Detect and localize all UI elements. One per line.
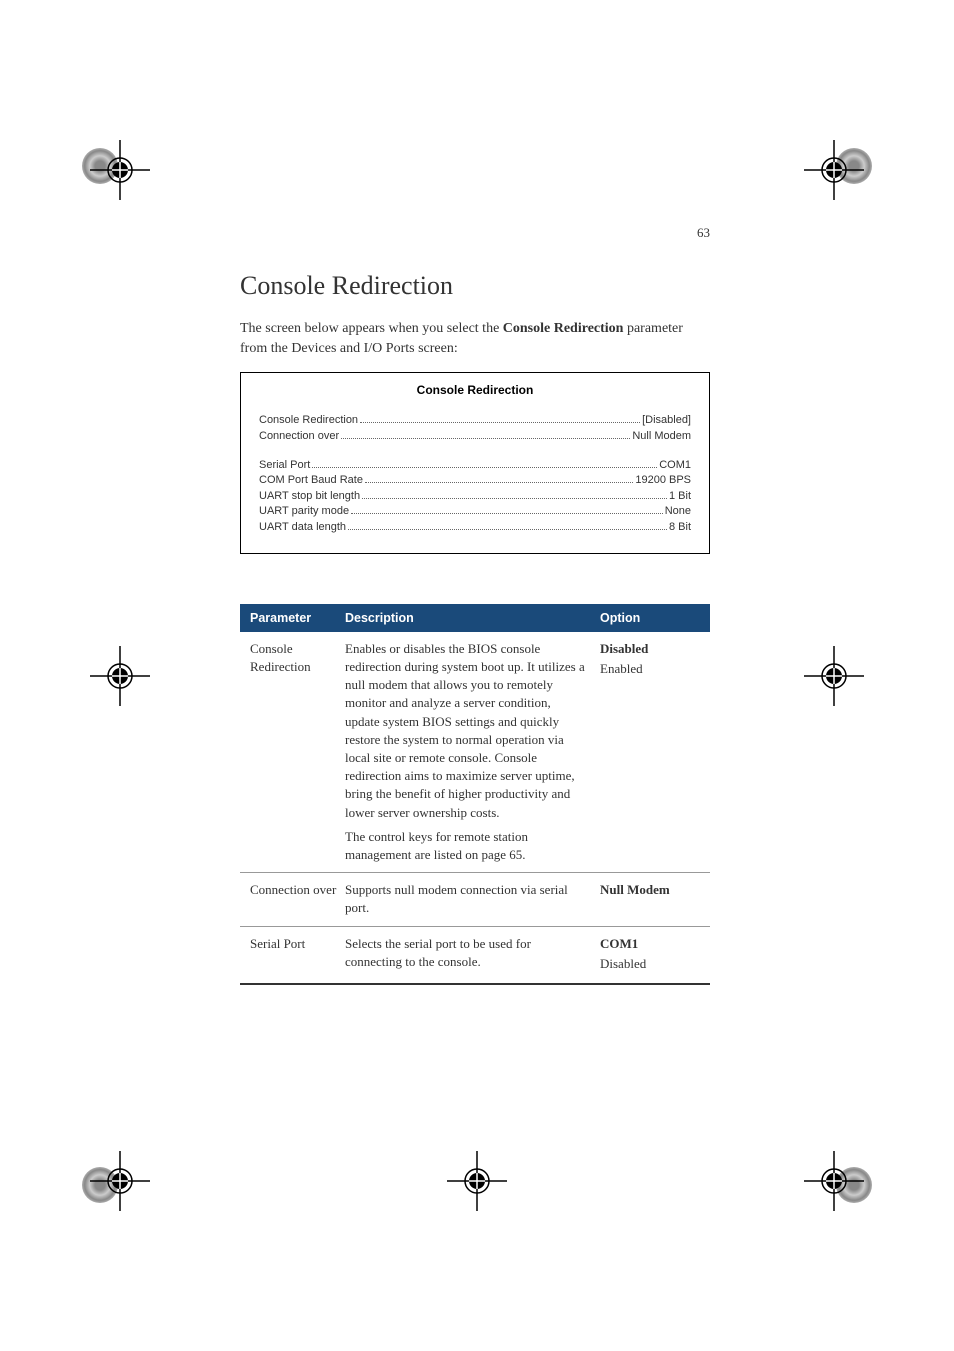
header-description: Description — [345, 611, 600, 625]
cell-option: Disabled Enabled — [600, 640, 700, 864]
option-value: Disabled — [600, 640, 700, 658]
intro-text: The screen below appears when you select… — [240, 319, 710, 358]
bios-group-1: Console Redirection[Disabled]Connection … — [259, 413, 691, 444]
table-row: Serial PortSelects the serial port to be… — [240, 927, 710, 985]
page-content: 63 Console Redirection The screen below … — [240, 225, 710, 985]
bios-label: UART stop bit length — [259, 489, 360, 504]
bios-value: [Disabled] — [642, 413, 691, 428]
table-row: Console RedirectionEnables or disables t… — [240, 632, 710, 873]
crop-mark-icon — [447, 1151, 507, 1211]
bios-dots — [348, 529, 667, 530]
bios-row: UART stop bit length 1 Bit — [259, 489, 691, 504]
table-body: Console RedirectionEnables or disables t… — [240, 632, 710, 985]
bios-row: COM Port Baud Rate 19200 BPS — [259, 473, 691, 488]
option-value: Null Modem — [600, 881, 700, 899]
intro-before: The screen below appears when you select… — [240, 321, 503, 336]
header-option: Option — [600, 611, 700, 625]
bios-label: Connection over — [259, 429, 339, 444]
bios-screenshot-box: Console Redirection Console Redirection [… — [240, 372, 710, 554]
bios-dots — [365, 482, 633, 483]
option-value: COM1 — [600, 935, 700, 953]
bios-dots — [362, 498, 667, 499]
page-number: 63 — [240, 225, 710, 241]
cell-option: COM1 Disabled — [600, 935, 700, 975]
crop-mark-icon — [90, 1151, 150, 1211]
bios-box-title: Console Redirection — [259, 383, 691, 397]
cell-description: Supports null modem connection via seria… — [345, 881, 600, 917]
bios-value: 8 Bit — [669, 520, 691, 535]
bios-row: Console Redirection [Disabled] — [259, 413, 691, 428]
option-value: Disabled — [600, 955, 700, 973]
crop-mark-icon — [90, 140, 150, 200]
cell-description: Enables or disables the BIOS console red… — [345, 640, 600, 864]
cell-parameter: Serial Port — [250, 935, 345, 975]
intro-bold: Console Redirection — [503, 321, 624, 336]
bios-label: COM Port Baud Rate — [259, 473, 363, 488]
bios-value: 1 Bit — [669, 489, 691, 504]
bios-value: 19200 BPS — [635, 473, 691, 488]
crop-mark-icon — [804, 1151, 864, 1211]
header-parameter: Parameter — [250, 611, 345, 625]
crop-mark-icon — [804, 646, 864, 706]
cell-parameter: Connection over — [250, 881, 345, 917]
bios-label: Console Redirection — [259, 413, 358, 428]
bios-value: None — [665, 504, 691, 519]
bios-row: Connection over Null Modem — [259, 429, 691, 444]
cell-description: Selects the serial port to be used for c… — [345, 935, 600, 975]
bios-group-2: Serial Port COM1 COM Port Baud Rate 19200 B… — [259, 458, 691, 535]
bios-dots — [360, 422, 640, 423]
bios-label: UART parity mode — [259, 504, 349, 519]
table-row: Connection overSupports null modem conne… — [240, 873, 710, 926]
bios-gap — [259, 444, 691, 458]
bios-row: UART parity mode None — [259, 504, 691, 519]
bios-dots — [341, 438, 630, 439]
page-heading: Console Redirection — [240, 271, 710, 301]
bios-label: UART data length — [259, 520, 346, 535]
table-header: Parameter Description Option — [240, 604, 710, 632]
bios-row: Serial Port COM1 — [259, 458, 691, 473]
crop-mark-icon — [90, 646, 150, 706]
cell-option: Null Modem — [600, 881, 700, 917]
crop-mark-icon — [804, 140, 864, 200]
cell-description-p2: The control keys for remote station mana… — [345, 828, 588, 864]
parameter-table: Parameter Description Option Console Red… — [240, 604, 710, 985]
bios-dots — [351, 513, 663, 514]
option-value: Enabled — [600, 660, 700, 678]
bios-value: Null Modem — [632, 429, 691, 444]
bios-dots — [312, 467, 657, 468]
bios-row: UART data length 8 Bit — [259, 520, 691, 535]
bios-label: Serial Port — [259, 458, 310, 473]
cell-parameter: Console Redirection — [250, 640, 345, 864]
bios-value: COM1 — [659, 458, 691, 473]
